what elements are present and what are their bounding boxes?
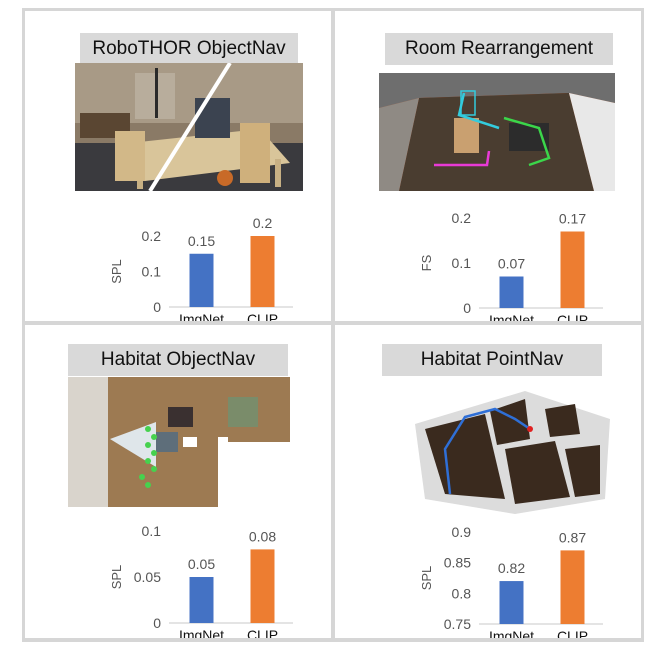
y-tick-label: 0.05 (134, 569, 161, 585)
bar-chart-habitat-pointnav: 0.75 0.8 0.85 0.9 SPL 0.82 ImgNet 0.87 CLIP (419, 524, 603, 638)
habitat-pointnav-map-icon (405, 379, 615, 519)
data-label: 0.17 (559, 211, 586, 227)
y-axis-label: FS (419, 254, 434, 271)
bar-clip (560, 550, 585, 624)
bar-chart-room-rearrangement: 0 0.1 0.2 FS 0.07 ImgNet 0.17 CLIP (419, 210, 603, 321)
panel-room-rearrangement: Room Rearrangement 0 0.1 0.2 FS 0.07 ImgNet 0.… (335, 11, 641, 321)
bar-clip (250, 549, 275, 623)
data-label: 0.82 (498, 560, 525, 576)
category-label: ImgNet (489, 312, 534, 321)
habitat-objectnav-topdown-icon (68, 377, 290, 507)
data-label: 0.87 (559, 529, 586, 545)
panel-robothor: RoboTHOR ObjectNav 0 0.1 0.2 SPL 0.15 ImgNet 0… (25, 11, 331, 321)
panel-habitat-pointnav: Habitat PointNav 0.75 0.8 0.85 0.9 SPL 0.82 Im… (335, 325, 641, 638)
data-label: 0.07 (498, 256, 525, 272)
y-tick-label: 0.1 (142, 523, 162, 539)
y-tick-label: 0.1 (452, 255, 472, 271)
bar-imgnet (189, 253, 214, 307)
y-tick-label: 0.75 (444, 616, 471, 632)
bar-imgnet (189, 577, 214, 623)
panel-title: RoboTHOR ObjectNav (80, 33, 298, 65)
data-label: 0.2 (253, 215, 273, 231)
bar-chart-robothor: 0 0.1 0.2 SPL 0.15 ImgNet 0.2 CLIP (109, 215, 293, 321)
category-label: CLIP (247, 311, 278, 321)
category-label: CLIP (557, 628, 588, 638)
y-tick-label: 0 (153, 615, 161, 631)
panel-title: Habitat ObjectNav (68, 344, 288, 376)
y-tick-label: 0 (463, 300, 471, 316)
robothor-scene-photo-icon (75, 63, 303, 191)
panel-title: Habitat PointNav (382, 344, 602, 376)
bar-clip (560, 231, 585, 308)
y-tick-label: 0.2 (452, 210, 472, 226)
y-tick-label: 0.9 (452, 524, 472, 540)
data-label: 0.05 (188, 556, 215, 572)
bar-chart-habitat-objectnav: 0 0.05 0.1 SPL 0.05 ImgNet 0.08 CLIP (109, 523, 293, 638)
category-label: ImgNet (179, 311, 224, 321)
y-axis-label: SPL (109, 565, 124, 590)
category-label: CLIP (247, 627, 278, 638)
category-label: CLIP (557, 312, 588, 321)
data-label: 0.15 (188, 233, 215, 249)
y-tick-label: 0.85 (444, 555, 471, 571)
y-tick-label: 0 (153, 299, 161, 315)
room-rearrangement-render-icon (379, 73, 615, 191)
bar-clip (250, 236, 275, 307)
y-tick-label: 0.2 (142, 228, 162, 244)
panel-habitat-objectnav: Habitat ObjectNav 0 0.05 0.1 SPL 0. (25, 325, 331, 638)
data-label: 0.08 (249, 528, 276, 544)
figure-frame: RoboTHOR ObjectNav 0 0.1 0.2 SPL 0.15 ImgNet 0… (22, 8, 644, 642)
category-label: ImgNet (179, 627, 224, 638)
y-tick-label: 0.8 (452, 585, 472, 601)
y-axis-label: SPL (419, 566, 434, 591)
bar-imgnet (499, 276, 524, 308)
bar-imgnet (499, 581, 524, 624)
y-tick-label: 0.1 (142, 264, 162, 280)
category-label: ImgNet (489, 628, 534, 638)
panel-title: Room Rearrangement (385, 33, 613, 65)
y-axis-label: SPL (109, 259, 124, 284)
